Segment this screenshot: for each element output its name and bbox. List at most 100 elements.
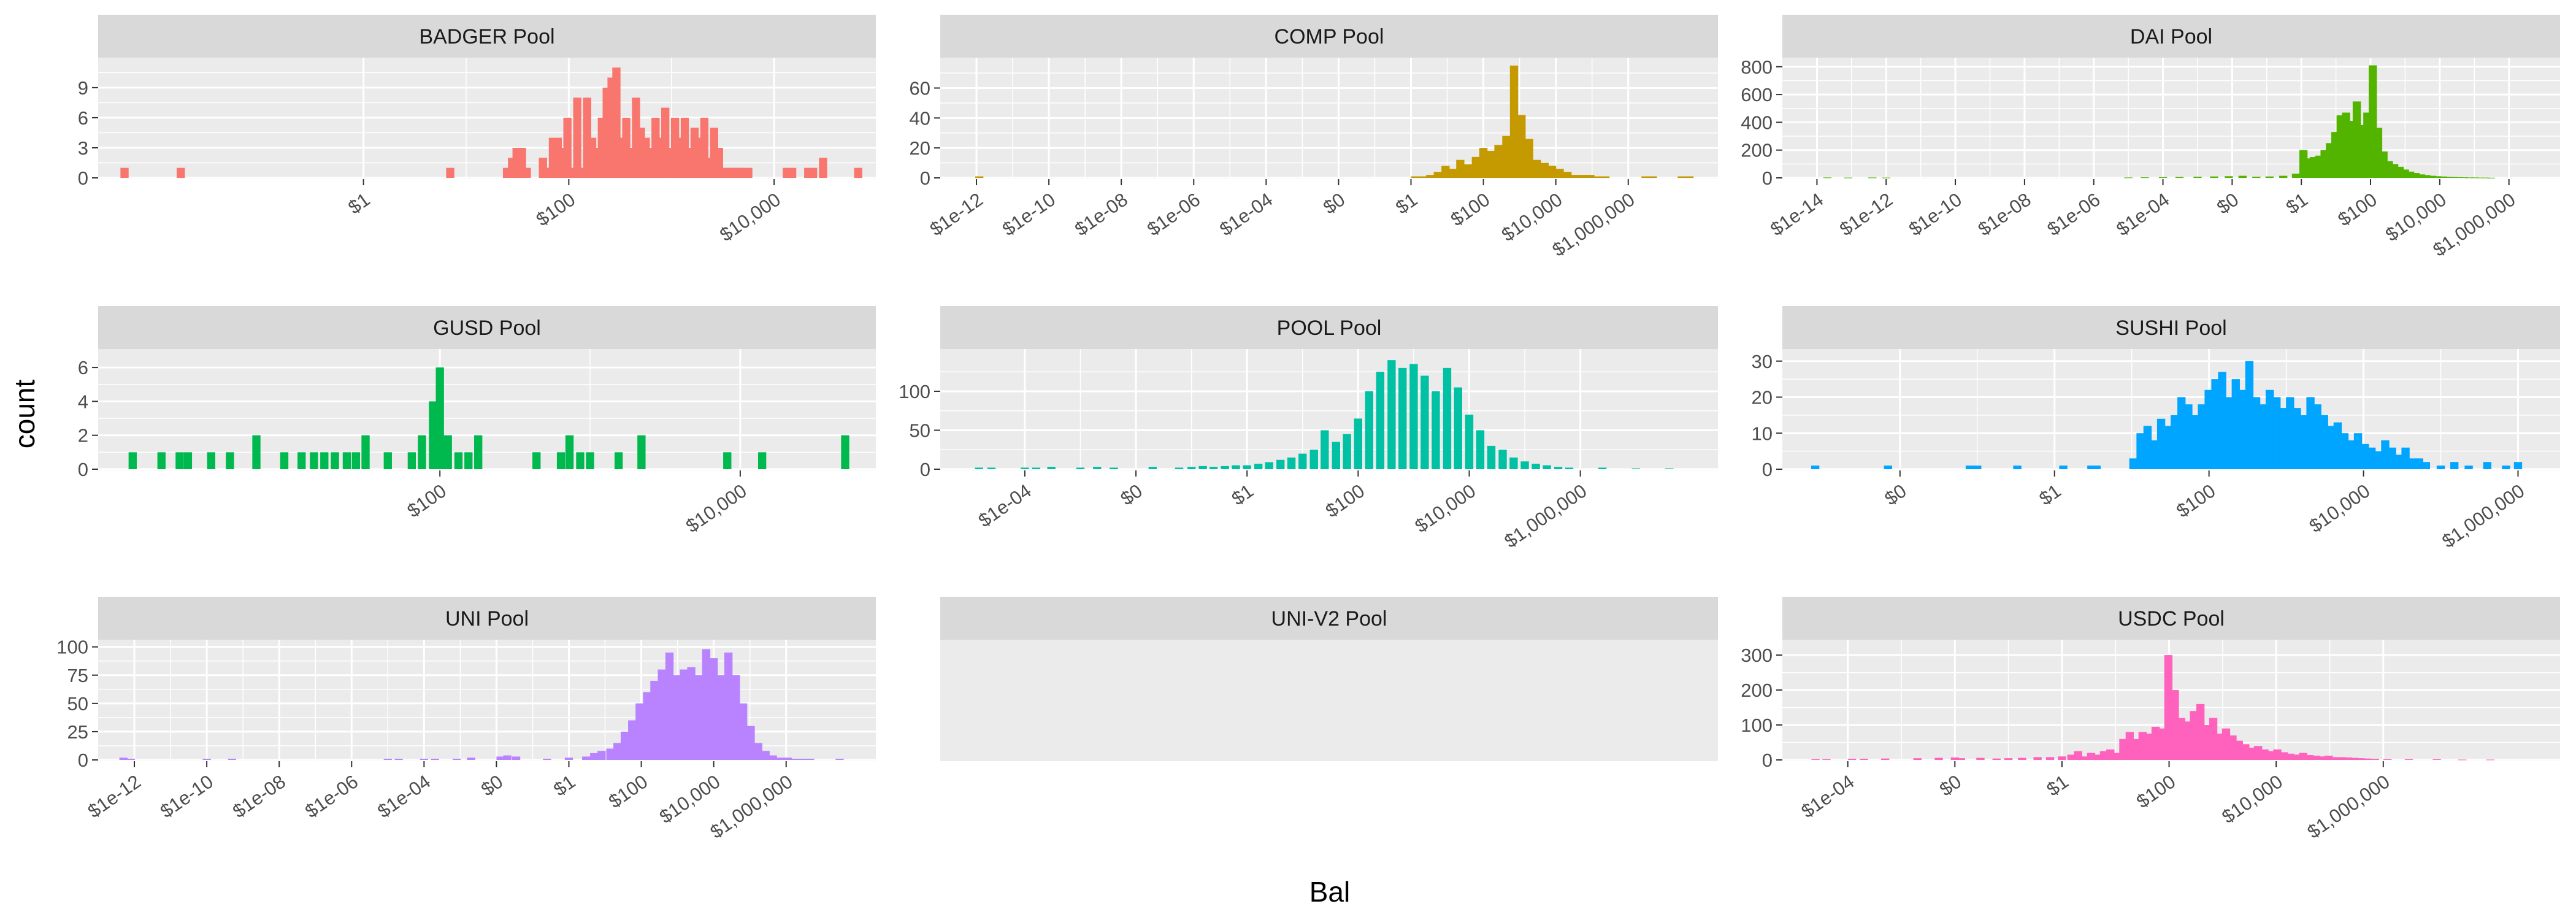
- x-tick-label: $10,000: [1411, 480, 1479, 537]
- histogram-bar: [606, 748, 615, 760]
- histogram-bar: [1586, 175, 1595, 178]
- histogram-bar: [738, 703, 748, 760]
- histogram-bar: [2436, 466, 2445, 469]
- histogram-bar: [665, 652, 674, 760]
- histogram-bar: [454, 452, 463, 469]
- histogram-bar: [628, 720, 637, 760]
- histogram-bar: [2202, 725, 2211, 760]
- y-tick-label: 100: [899, 381, 930, 402]
- histogram-bar: [2464, 466, 2473, 469]
- histogram-bar: [1685, 176, 1694, 178]
- x-tick-label: $1,000,000: [2303, 770, 2393, 843]
- histogram-bar: [1187, 467, 1196, 469]
- histogram-bar: [1420, 375, 1429, 469]
- histogram-bar: [1343, 434, 1351, 469]
- facet-strip: [1782, 15, 2560, 58]
- histogram-bar: [342, 452, 351, 469]
- histogram-bar: [1448, 169, 1457, 178]
- histogram-bar: [1221, 466, 1229, 469]
- histogram-bar: [474, 435, 483, 469]
- histogram-bar: [1486, 151, 1495, 178]
- histogram-bar: [1456, 159, 1465, 178]
- histogram-bar: [1465, 415, 1474, 469]
- histogram-bar: [1409, 364, 1418, 469]
- x-tick-label: $10,000: [716, 188, 784, 245]
- histogram-bar: [590, 753, 599, 760]
- histogram-bar: [2404, 759, 2413, 760]
- histogram-bar: [2234, 740, 2243, 760]
- histogram-bar: [2258, 404, 2267, 469]
- histogram-bar: [564, 757, 573, 760]
- histogram-bar: [228, 759, 237, 760]
- facet-strip: [98, 15, 876, 58]
- y-tick-label: 0: [1762, 749, 1773, 771]
- x-tick-label: $1: [550, 770, 579, 800]
- histogram-bar: [2449, 177, 2458, 178]
- histogram-bar: [613, 743, 622, 760]
- histogram-bar: [586, 452, 594, 469]
- histogram-bar: [1847, 759, 1857, 760]
- histogram-bar: [2299, 753, 2307, 760]
- histogram-bar: [1021, 467, 1029, 469]
- y-tick-label: 25: [67, 721, 88, 743]
- histogram-bar: [175, 452, 184, 469]
- x-tick-label: $1,000,000: [1548, 188, 1638, 261]
- histogram-bar: [565, 435, 574, 469]
- histogram-bar: [2045, 757, 2055, 760]
- histogram-bar: [2374, 451, 2383, 469]
- histogram-bar: [723, 452, 732, 469]
- histogram-bar: [1093, 467, 1102, 469]
- histogram-bar: [1076, 467, 1085, 469]
- histogram-bar: [2196, 703, 2205, 760]
- histogram-bar: [2388, 447, 2396, 469]
- histogram-bar: [2191, 415, 2199, 469]
- histogram-bar: [2225, 176, 2233, 178]
- y-tick-label: 10: [1752, 423, 1773, 444]
- histogram-bar: [2156, 418, 2166, 469]
- x-tick-label: $1e-10: [999, 188, 1059, 240]
- y-tick-label: 20: [910, 137, 930, 159]
- x-tick-label: $1e-12: [84, 770, 145, 822]
- y-tick-label: 6: [78, 107, 88, 129]
- y-tick-label: 100: [56, 637, 88, 658]
- histogram-bar: [2099, 751, 2109, 760]
- histogram-bar: [2265, 176, 2274, 178]
- histogram-bar: [2252, 397, 2261, 469]
- histogram-bar: [1957, 758, 1965, 760]
- histogram-bar: [2059, 466, 2068, 469]
- histogram-bar: [2164, 655, 2173, 760]
- x-tick-label: $0: [1319, 188, 1349, 218]
- x-tick-label: $1,000,000: [1500, 480, 1590, 552]
- histogram-bar: [2483, 462, 2492, 469]
- histogram-bar: [1354, 418, 1363, 469]
- histogram-bar: [1578, 175, 1587, 178]
- x-tick-label: $1e-12: [926, 188, 987, 240]
- histogram-bar: [1598, 467, 1607, 469]
- histogram-bar: [621, 731, 629, 760]
- histogram-bar: [2411, 173, 2420, 178]
- histogram-bar: [1965, 466, 1974, 469]
- histogram-bar: [2143, 426, 2152, 469]
- histogram-bar: [1175, 467, 1184, 469]
- histogram-bar: [320, 452, 329, 469]
- histogram-bar: [429, 401, 437, 469]
- histogram-bar: [226, 452, 234, 469]
- panel-usdc-pool: USDC Pool 0 100 200 300 $1e-04 $0 $1 $100 $10,000…: [1741, 597, 2560, 843]
- histogram-bar: [496, 756, 505, 760]
- histogram-bar: [2513, 462, 2523, 469]
- x-tick-label: $100: [1322, 480, 1369, 521]
- x-tick-label: $1e-10: [1905, 188, 1966, 240]
- histogram-bar: [443, 435, 452, 469]
- histogram-bar: [717, 675, 726, 760]
- histogram-bar: [1509, 65, 1519, 178]
- x-tick-label: $1: [2035, 480, 2064, 509]
- histogram-bar: [757, 452, 767, 469]
- plot-panel: [98, 640, 876, 761]
- histogram-bar: [383, 452, 392, 469]
- histogram-bar: [680, 669, 688, 760]
- y-tick-label: 200: [1741, 140, 1773, 161]
- histogram-bar: [1811, 466, 1820, 469]
- histogram-bar: [687, 667, 696, 760]
- histogram-bar: [2313, 404, 2321, 469]
- histogram-bar: [1198, 466, 1207, 469]
